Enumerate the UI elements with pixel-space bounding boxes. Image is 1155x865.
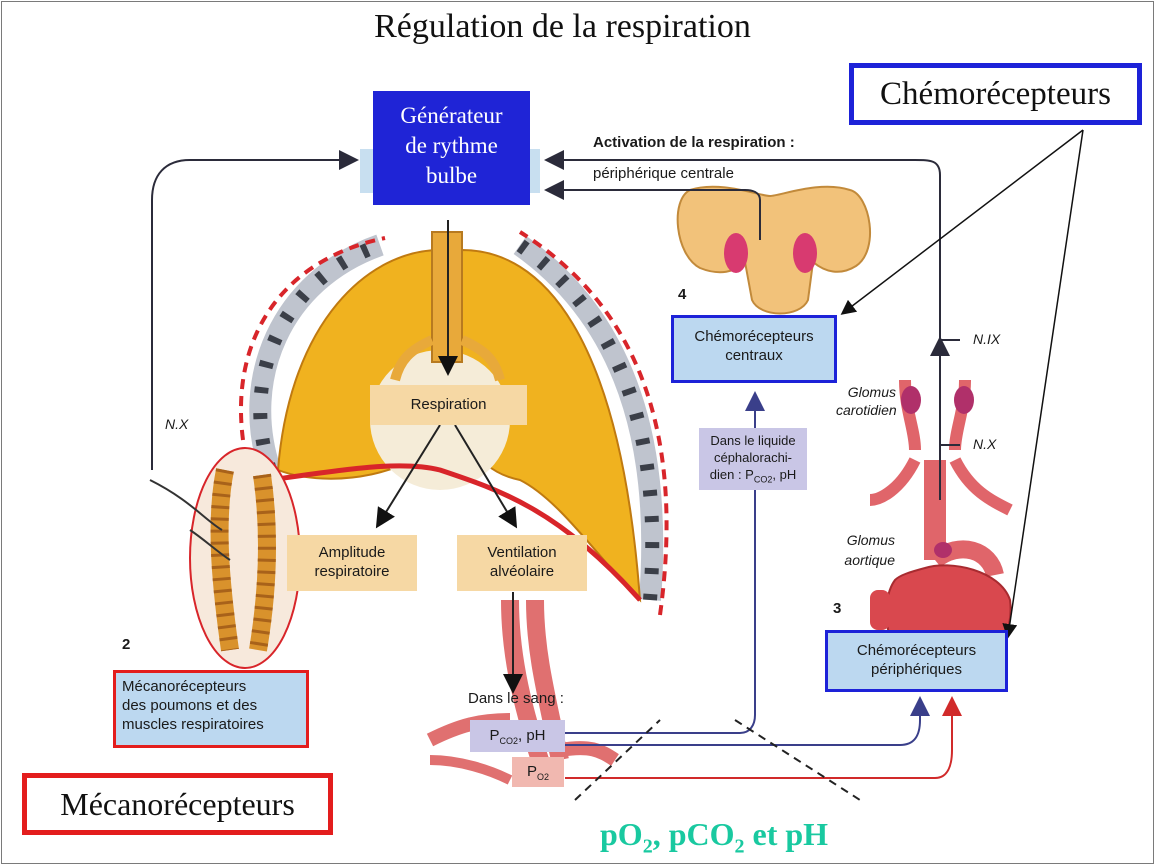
glomus-carotid-label: Glomus carotidien: [836, 383, 897, 419]
pco2-ph: , pH: [518, 727, 546, 744]
central-chemoreceptors-box: Chémorécepteurs centraux: [671, 315, 837, 383]
pco2-p: P: [489, 727, 500, 744]
po2-sub: O2: [537, 772, 550, 782]
arrow-to-amplitude: [375, 424, 441, 529]
arrow-blood-to-peripheral: [565, 696, 930, 746]
pco2-box: PCO2, pH: [470, 720, 565, 752]
blood-label: Dans le sang :: [468, 690, 564, 707]
arrow-peripheral-activation: [544, 150, 941, 500]
csf-co2-sub: CO2: [753, 474, 773, 485]
peripheral-chemo-line-2: périphériques: [871, 661, 962, 678]
central-chemo-line-1: Chémorécepteurs: [694, 328, 814, 345]
glomus-carotid-line-2: carotidien: [836, 402, 897, 418]
nerve-ix: N.IX: [973, 331, 1001, 347]
barrier-line-right: [734, 719, 861, 801]
nerve-x-right: N.X: [973, 436, 997, 452]
activation-subtitle: périphérique centrale: [593, 165, 734, 182]
csf-line-3: dien : PCO2, pH: [699, 466, 807, 489]
mechanoreceptors-box: Mécanorécepteurs des poumons et des musc…: [113, 670, 309, 748]
activation-title: Activation de la respiration :: [593, 134, 795, 151]
csf-ph: , pH: [772, 467, 797, 482]
pco2-text: , pCO: [652, 816, 735, 852]
glomus-aortic-line-1: Glomus: [846, 532, 895, 548]
arrow-po2-to-peripheral: [565, 696, 962, 779]
ventilation-line-2: alvéolaire: [489, 563, 555, 580]
barrier-line-left: [574, 719, 661, 801]
csf-line-2: céphalorachi-: [713, 450, 793, 465]
brainstem-illustration: [676, 185, 871, 315]
amplitude-box: Amplitude respiratoire: [287, 535, 417, 591]
glomus-aortic-line-2: aortique: [844, 552, 895, 568]
generator-line-1: Générateur: [400, 103, 503, 128]
arrow-blood-to-central: [565, 391, 765, 734]
csf-line-1: Dans le liquide: [710, 433, 796, 448]
generator-line-3: bulbe: [425, 163, 478, 188]
ventilation-line-1: Ventilation: [487, 544, 557, 561]
mechanoreceptor-illustration: [149, 447, 301, 669]
pointer-to-peripheral: [1002, 129, 1084, 639]
glomus-aortic-label: Glomus aortique: [825, 530, 895, 570]
ventilation-box: Ventilation alvéolaire: [457, 535, 587, 591]
arrow-nx-feedback: [151, 150, 359, 470]
amplitude-line-2: respiratoire: [314, 563, 390, 580]
nerve-x-left: N.X: [165, 416, 189, 432]
label-number-3: 3: [833, 600, 842, 617]
mechanoreceptors-title: Mécanorécepteurs: [22, 773, 333, 835]
respiration-box: Respiration: [370, 385, 527, 425]
ph-text: et pH: [744, 816, 829, 852]
pco2-sub: CO2: [499, 736, 518, 746]
label-number-2: 2: [122, 636, 131, 653]
amplitude-line-1: Amplitude: [318, 544, 386, 561]
generator-line-2: de rythme: [405, 133, 498, 158]
meca-line-3: muscles respiratoires: [122, 716, 264, 733]
peripheral-chemo-line-1: Chémorécepteurs: [856, 642, 977, 659]
glomus-carotid-line-1: Glomus: [847, 384, 896, 400]
generator-box: Générateur de rythme bulbe: [373, 91, 530, 205]
label-number-4: 4: [678, 286, 687, 303]
meca-line-2: des poumons et des: [122, 697, 258, 714]
arrow-to-ventilation: [454, 424, 518, 529]
pointer-to-central: [840, 129, 1084, 315]
csf-box: Dans le liquide céphalorachi- dien : PCO…: [699, 428, 807, 490]
gas-parameters-label: pO2, pCO2 et pH: [600, 816, 828, 858]
po2-p: P: [526, 763, 537, 780]
pco2-subscript: 2: [734, 835, 745, 858]
po2-subscript: 2: [642, 835, 653, 858]
peripheral-chemoreceptors-box: Chémorécepteurs périphériques: [825, 630, 1008, 692]
meca-line-1: Mécanorécepteurs: [122, 678, 247, 695]
page-title: Régulation de la respiration: [374, 8, 751, 45]
arrow-central-activation: [544, 180, 761, 240]
csf-p: dien : P: [709, 467, 754, 482]
central-chemo-line-2: centraux: [725, 347, 783, 364]
po2-box: PO2: [512, 757, 564, 787]
chemoreceptors-title: Chémorécepteurs: [849, 63, 1142, 125]
po2-text: pO: [600, 816, 643, 852]
